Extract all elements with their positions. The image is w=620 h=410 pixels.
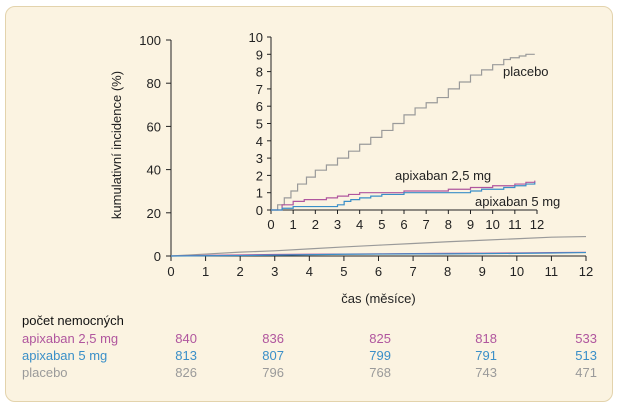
inset-x-tick-label: 2 (312, 217, 319, 232)
inset-y-tick-label: 8 (256, 65, 263, 80)
risk-table-title: počet nemocných (22, 313, 124, 328)
risk-row-value: 533 (575, 331, 597, 346)
risk-row-value: 818 (475, 331, 497, 346)
risk-row-label: placebo (22, 365, 68, 380)
risk-row-value: 743 (475, 365, 497, 380)
inset-label-placebo: placebo (503, 64, 549, 79)
inset-x-tick-label: 12 (530, 217, 544, 232)
risk-row-value: 825 (369, 331, 391, 346)
inset-y-tick-label: 3 (256, 151, 263, 166)
risk-row-label: apixaban 5 mg (22, 348, 108, 363)
inset-x-tick-label: 7 (423, 217, 430, 232)
main-y-tick-label: 100 (139, 33, 161, 48)
inset-x-tick-label: 3 (334, 217, 341, 232)
main-y-tick-label: 80 (147, 76, 161, 91)
main-series-line (170, 251, 587, 257)
risk-row: placebo 826 796 768 743 471 (0, 365, 620, 381)
main-x-tick-label: 9 (479, 264, 486, 279)
main-x-tick-label: 12 (579, 264, 593, 279)
main-x-tick-label: 4 (306, 264, 313, 279)
risk-row-value: 799 (369, 348, 391, 363)
main-x-tick-label: 10 (510, 264, 524, 279)
main-y-axis-label: kumulativní incidence (%) (109, 71, 124, 219)
risk-row-label: apixaban 2,5 mg (22, 331, 119, 346)
risk-row-value: 807 (262, 348, 284, 363)
risk-row-value: 791 (475, 348, 497, 363)
chart-frame (5, 6, 613, 402)
risk-row-value: 796 (262, 365, 284, 380)
inset-label-apixaban-5: apixaban 5 mg (475, 194, 560, 209)
inset-y-tick-label: 10 (249, 30, 263, 45)
risk-row-value: 813 (175, 348, 197, 363)
main-x-tick-label: 1 (202, 264, 209, 279)
main-x-tick-label: 6 (375, 264, 382, 279)
inset-series-line (271, 180, 536, 211)
risk-row-value: 513 (575, 348, 597, 363)
risk-row-value: 768 (369, 365, 391, 380)
inset-x-tick-label: 10 (485, 217, 499, 232)
inset-x-tick-label: 11 (508, 217, 522, 232)
main-x-tick-label: 7 (409, 264, 416, 279)
inset-series-line (271, 53, 535, 211)
inset-y-tick-label: 9 (256, 47, 263, 62)
risk-row-value: 836 (262, 331, 284, 346)
main-series-line (170, 235, 587, 257)
inset-y-tick-label: 7 (256, 82, 263, 97)
risk-row-value: 826 (175, 365, 197, 380)
main-x-axis-label: čas (měsíce) (341, 291, 415, 306)
inset-label-apixaban-2-5: apixaban 2,5 mg (395, 168, 491, 183)
risk-row: apixaban 2,5 mg 840 836 825 818 533 (0, 331, 620, 347)
inset-x-tick-label: 0 (267, 217, 274, 232)
main-y-tick-label: 20 (147, 206, 161, 221)
inset-y-tick-label: 4 (256, 134, 263, 149)
risk-row-value: 471 (575, 365, 597, 380)
inset-x-tick-label: 6 (400, 217, 407, 232)
inset-x-tick-label: 8 (445, 217, 452, 232)
inset-y-tick-label: 1 (256, 186, 263, 201)
risk-row-value: 840 (175, 331, 197, 346)
main-x-tick-label: 0 (167, 264, 174, 279)
inset-y-tick-label: 2 (256, 168, 263, 183)
inset-series-line (271, 182, 536, 211)
inset-y-tick-label: 5 (256, 117, 263, 132)
inset-x-tick-label: 5 (378, 217, 385, 232)
inset-y-tick-label: 6 (256, 99, 263, 114)
inset-x-tick-label: 9 (467, 217, 474, 232)
main-y-tick-label: 60 (147, 119, 161, 134)
risk-row: apixaban 5 mg 813 807 799 791 513 (0, 348, 620, 364)
inset-x-tick-label: 4 (356, 217, 363, 232)
main-x-tick-label: 8 (444, 264, 451, 279)
main-x-tick-label: 2 (237, 264, 244, 279)
main-y-tick-label: 0 (154, 249, 161, 264)
main-x-tick-label: 3 (271, 264, 278, 279)
main-x-tick-label: 5 (340, 264, 347, 279)
inset-y-tick-label: 0 (256, 203, 263, 218)
inset-x-tick-label: 1 (290, 217, 297, 232)
main-x-tick-label: 11 (545, 264, 559, 279)
main-y-tick-label: 40 (147, 163, 161, 178)
